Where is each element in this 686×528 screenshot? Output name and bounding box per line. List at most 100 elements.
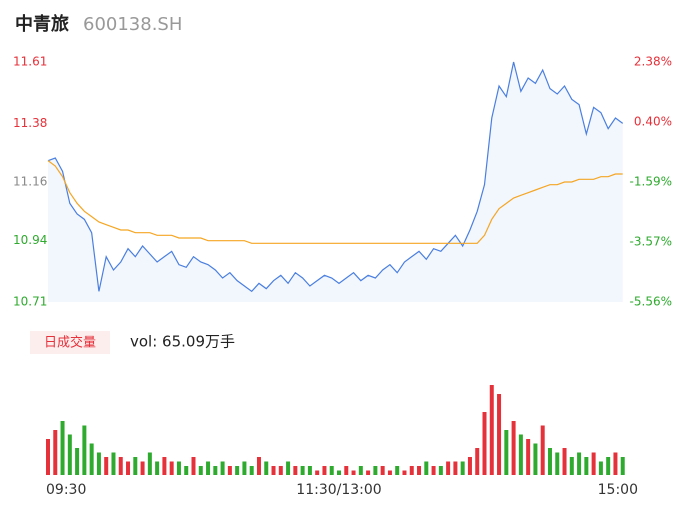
volume-bar [329,466,334,475]
volume-bar [53,430,58,475]
volume-bar [366,470,371,475]
y2-tick-label: 2.38% [634,55,672,69]
volume-bar [373,466,378,475]
volume-bar [206,461,211,475]
volume-bar [104,457,109,475]
volume-bar [380,466,385,475]
volume-bar [184,466,189,475]
volume-bar [518,434,523,475]
volume-bar [387,470,392,475]
volume-total: vol: 65.09万手 [130,333,235,351]
volume-bar [547,448,552,475]
volume-bar [504,430,509,475]
volume-bar [140,461,145,475]
volume-bar [453,461,458,475]
volume-bar [155,461,160,475]
volume-bar [242,461,247,475]
volume-bar [569,457,574,475]
y-tick-label: 11.61 [13,55,47,69]
volume-bar [264,461,269,475]
volume-bar [176,461,181,475]
y-tick-label: 11.38 [13,116,47,130]
volume-bar [540,425,545,475]
volume-bar [220,461,225,475]
y-tick-label: 11.16 [13,175,47,189]
volume-bar [235,466,240,475]
volume-bar [417,466,422,475]
volume-bar [591,452,596,475]
x-tick-label: 11:30/13:00 [296,482,381,498]
stock-name: 中青旅 [15,13,69,35]
volume-bar [315,470,320,475]
volume-bar [598,461,603,475]
price-area [48,62,623,302]
volume-bar [111,452,116,475]
volume-bar [307,466,312,475]
volume-bar [460,461,465,475]
y-tick-label: 10.94 [13,233,47,247]
x-tick-label: 09:30 [46,482,86,498]
volume-bar [613,452,618,475]
volume-bar [256,457,261,475]
volume-bar [75,448,80,475]
volume-bar [402,470,407,475]
volume-bar [213,466,218,475]
volume-bar [126,461,131,475]
volume-bar [147,452,152,475]
volume-bar [446,461,451,475]
volume-bar [409,466,414,475]
volume-badge: 日成交量 [44,335,96,351]
volume-bar [577,452,582,475]
volume-bar [45,439,51,475]
volume-bar [162,457,167,475]
volume-bar [271,466,276,475]
volume-bar [526,439,531,475]
y2-tick-label: 0.40% [634,114,672,128]
volume-bar [482,412,487,475]
volume-bar [322,466,327,475]
volume-bar [489,385,494,475]
price-line [47,61,624,293]
volume-badge-bg [30,331,110,354]
volume-bar [293,466,298,475]
volume-bar [300,466,305,475]
y2-tick-label: -1.59% [630,175,672,189]
volume-bar [562,448,567,475]
volume-bar [169,461,174,475]
volume-bar [584,457,589,475]
x-tick-label: 15:00 [598,482,638,498]
volume-bar [249,466,254,475]
volume-bar [395,466,400,475]
volume-bar [533,443,538,475]
volume-bar [606,457,611,475]
volume-bar [344,466,349,475]
volume-bar [96,452,101,475]
volume-bar [497,394,502,475]
volume-bar [358,466,363,475]
volume-bar [133,457,138,475]
volume-bar [620,457,625,475]
volume-bar [82,425,87,475]
volume-bar [278,466,283,475]
volume-bar [511,421,516,475]
volume-bar [89,443,94,475]
volume-bar [286,461,291,475]
volume-bar [198,466,203,475]
y2-tick-label: -5.56% [630,295,672,309]
volume-bar [67,434,72,475]
volume-bar [60,421,65,475]
volume-bar [351,470,356,475]
volume-bar [336,470,342,475]
volume-bar [438,466,443,475]
stock-code: 600138.SH [83,14,182,35]
volume-bar [475,448,480,475]
volume-bar [227,466,232,475]
y2-tick-label: -3.57% [630,234,672,248]
volume-bar [555,452,560,475]
volume-bar [424,461,429,475]
volume-bar [431,466,436,475]
volume-bar [467,457,472,475]
volume-bar [191,457,196,475]
y-tick-label: 10.71 [13,295,47,309]
